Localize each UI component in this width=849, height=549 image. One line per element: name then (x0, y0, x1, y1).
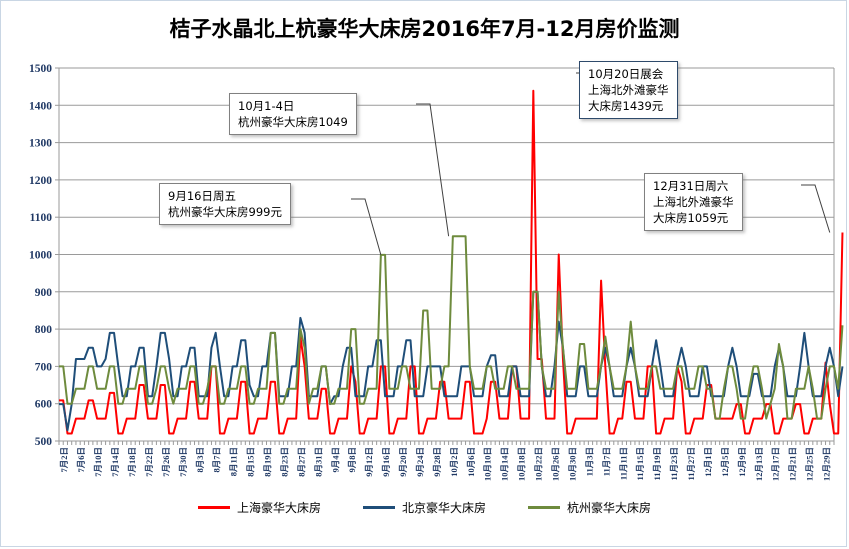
annotation-line: 10月20日展会 (588, 67, 664, 81)
annotation-sep16: 9月16日周五 杭州豪华大床房999元 (159, 183, 291, 225)
svg-text:12月25日: 12月25日 (805, 447, 815, 481)
annotation-line: 10月1-4日 (238, 99, 295, 113)
svg-text:12月5日: 12月5日 (720, 447, 730, 477)
svg-text:10月18日: 10月18日 (517, 447, 527, 481)
svg-text:12月17日: 12月17日 (771, 447, 781, 481)
svg-text:7月18日: 7月18日 (127, 447, 137, 477)
svg-text:11月11日: 11月11日 (618, 447, 628, 480)
svg-text:10月14日: 10月14日 (500, 447, 510, 481)
svg-text:10月2日: 10月2日 (449, 447, 459, 477)
svg-text:12月21日: 12月21日 (788, 447, 798, 481)
svg-text:1500: 1500 (29, 63, 52, 75)
chart-legend: 上海豪华大床房 北京豪华大床房 杭州豪华大床房 (1, 499, 848, 516)
svg-text:7月14日: 7月14日 (110, 447, 120, 477)
svg-text:10月10日: 10月10日 (483, 447, 493, 481)
svg-text:600: 600 (35, 399, 53, 411)
svg-text:9月16日: 9月16日 (381, 447, 391, 477)
x-axis-tick-marks (58, 441, 835, 445)
svg-text:9月8日: 9月8日 (347, 447, 357, 473)
svg-text:8月7日: 8月7日 (212, 447, 222, 473)
annotation-line: 上海北外滩豪华 (588, 83, 669, 97)
annotation-line: 9月16日周五 (168, 189, 236, 203)
svg-text:1300: 1300 (29, 138, 52, 150)
svg-text:12月9日: 12月9日 (737, 447, 747, 477)
annotation-line: 大床房1059元 (653, 211, 729, 225)
annotation-dec31: 12月31日周六 上海北外滩豪华 大床房1059元 (644, 173, 743, 231)
svg-text:9月4日: 9月4日 (330, 447, 340, 473)
svg-text:8月27日: 8月27日 (296, 447, 306, 477)
svg-text:500: 500 (35, 436, 53, 448)
svg-text:900: 900 (35, 287, 53, 299)
svg-text:11月23日: 11月23日 (669, 447, 679, 481)
svg-text:9月20日: 9月20日 (398, 447, 408, 477)
svg-text:12月1日: 12月1日 (703, 447, 713, 477)
svg-text:11月15日: 11月15日 (635, 447, 645, 481)
x-axis-tick-labels: 7月2日 7月6日 7月10日 7月14日 7月18日 7月22日 7月26日 7月30日 8月… (59, 447, 831, 481)
svg-text:7月22日: 7月22日 (144, 447, 154, 477)
legend-item-shanghai: 上海豪华大床房 (197, 499, 321, 516)
svg-text:12月13日: 12月13日 (754, 447, 764, 481)
svg-text:12月29日: 12月29日 (822, 447, 832, 481)
svg-text:10月6日: 10月6日 (466, 447, 476, 477)
legend-label-shanghai: 上海豪华大床房 (236, 501, 321, 515)
svg-text:7月30日: 7月30日 (178, 447, 188, 477)
annotation-line: 上海北外滩豪华 (653, 195, 734, 209)
annotation-line: 杭州豪华大床房999元 (168, 205, 282, 219)
svg-text:9月28日: 9月28日 (432, 447, 442, 477)
legend-label-beijing: 北京豪华大床房 (401, 501, 486, 515)
svg-text:1000: 1000 (29, 250, 52, 262)
annotation-oct20: 10月20日展会 上海北外滩豪华 大床房1439元 (579, 61, 678, 119)
svg-text:9月12日: 9月12日 (364, 447, 374, 477)
data-series-lines (59, 89, 844, 435)
svg-text:10月26日: 10月26日 (550, 447, 560, 481)
svg-text:11月7日: 11月7日 (601, 447, 611, 476)
svg-text:8月3日: 8月3日 (195, 447, 205, 473)
svg-text:9月24日: 9月24日 (415, 447, 425, 477)
legend-swatch-shanghai (197, 506, 230, 509)
legend-item-hangzhou: 杭州豪华大床房 (528, 499, 651, 516)
svg-text:1400: 1400 (29, 100, 52, 112)
svg-text:8月23日: 8月23日 (279, 447, 289, 477)
svg-text:11月3日: 11月3日 (584, 447, 594, 476)
svg-text:800: 800 (35, 324, 53, 336)
svg-text:11月19日: 11月19日 (652, 447, 662, 481)
svg-text:7月2日: 7月2日 (59, 447, 69, 473)
svg-text:8月19日: 8月19日 (263, 447, 273, 477)
annotation-oct1: 10月1-4日 杭州豪华大床房1049 (229, 93, 357, 135)
svg-text:700: 700 (35, 361, 53, 373)
chart-svg: 500600700800900100011001200130014001500 … (29, 63, 844, 481)
svg-text:10月30日: 10月30日 (567, 447, 577, 481)
legend-swatch-beijing (362, 506, 395, 509)
svg-text:8月11日: 8月11日 (229, 447, 239, 476)
svg-text:8月15日: 8月15日 (246, 447, 256, 477)
svg-text:8月31日: 8月31日 (313, 447, 323, 477)
legend-swatch-hangzhou (528, 506, 560, 509)
svg-text:1100: 1100 (30, 212, 53, 224)
legend-label-hangzhou: 杭州豪华大床房 (567, 501, 652, 515)
annotation-line: 杭州豪华大床房1049 (238, 115, 348, 129)
legend-item-beijing: 北京豪华大床房 (362, 499, 486, 516)
svg-text:11月27日: 11月27日 (686, 447, 696, 481)
y-axis-tick-labels: 500 600 700 800 900 1000 1100 1200 1300 1400 1500 (29, 63, 52, 448)
svg-text:7月26日: 7月26日 (161, 447, 171, 477)
chart-title: 桔子水晶北上杭豪华大床房2016年7月-12月房价监测 (169, 17, 680, 41)
annotation-line: 大床房1439元 (588, 99, 664, 113)
svg-text:10月22日: 10月22日 (534, 447, 544, 481)
svg-text:7月6日: 7月6日 (76, 447, 86, 473)
svg-text:7月10日: 7月10日 (93, 447, 103, 477)
svg-text:1200: 1200 (29, 175, 52, 187)
annotation-line: 12月31日周六 (653, 179, 729, 193)
